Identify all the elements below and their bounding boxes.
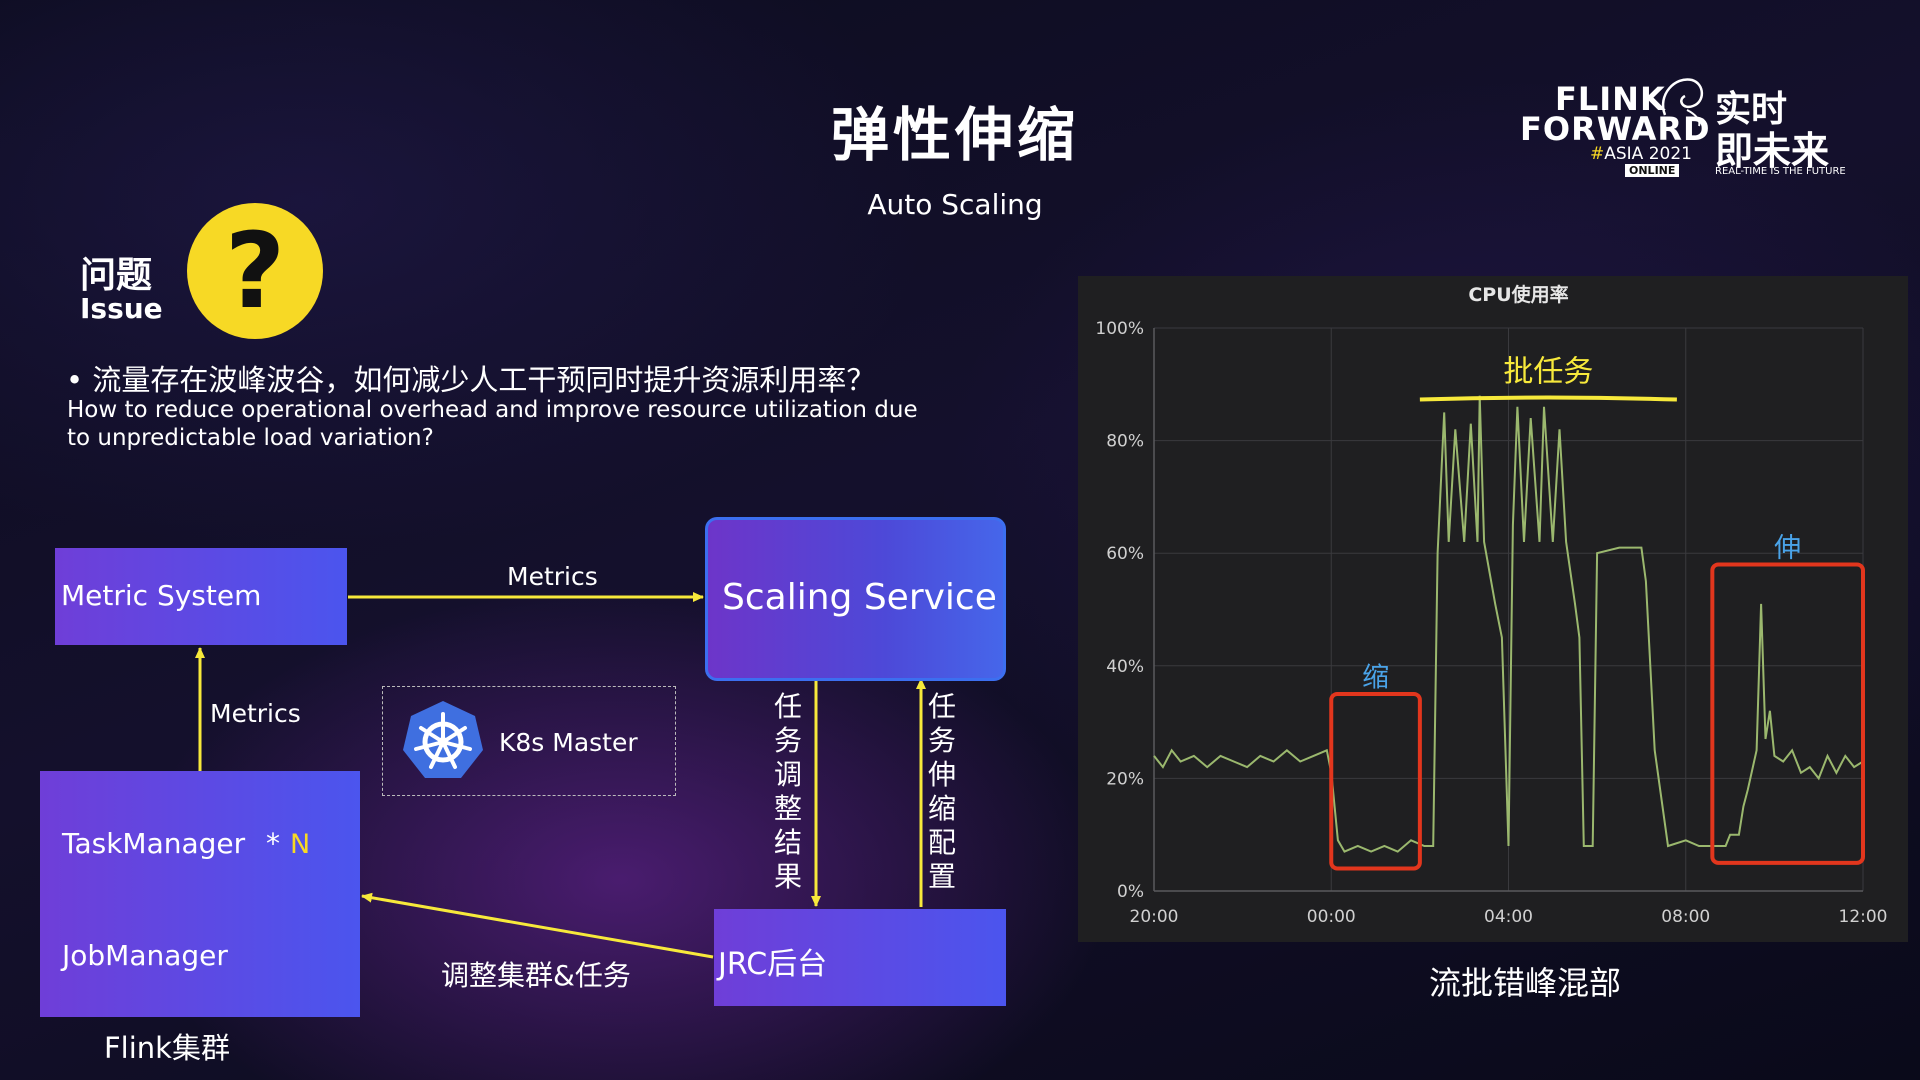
x-tick-label: 20:00 (1130, 907, 1179, 927)
jrc-node: JRC后台 (714, 909, 1006, 1006)
page-subtitle: Auto Scaling (867, 188, 1043, 221)
y-tick-label: 0% (1117, 882, 1144, 902)
flink-forward-logo: FLINK FORWARD #ASIA 2021 ONLINE 实时 即未来 R… (1515, 78, 1895, 188)
logo-tagline: REAL-TIME IS THE FUTURE (1715, 166, 1846, 177)
cpu-series-line (1153, 395, 1864, 853)
scaling-service-label: Scaling Service (722, 577, 997, 618)
edge-label-metrics-top: Metrics (507, 562, 598, 591)
x-tick-label: 08:00 (1661, 907, 1710, 927)
logo-flink-text: FLINK (1555, 80, 1666, 118)
scaling-service-node: Scaling Service (705, 517, 1006, 681)
chart-caption: 流批错峰混部 (1428, 964, 1621, 1002)
k8s-master-node: K8s Master (382, 686, 676, 796)
annotation-scale-down: 缩 (1362, 663, 1389, 694)
x-tick-label: 04:00 (1484, 907, 1533, 927)
issue-question-en: How to reduce operational overhead and i… (67, 397, 918, 451)
issue-label-cn: 问题 (80, 255, 153, 296)
multiplier-n: N (290, 829, 311, 860)
squirrel-icon (1661, 78, 1704, 127)
edge-label-adjust: 调整集群&任务 (441, 959, 631, 992)
logo-event-text: #ASIA 2021 (1590, 144, 1692, 164)
scale-down-highlight (1329, 691, 1422, 871)
issue-label-en: Issue (80, 292, 163, 325)
batch-underline (1419, 395, 1677, 402)
logo-forward-text: FORWARD (1520, 110, 1711, 148)
diagram-arrows (195, 592, 926, 959)
arrow-jrc-to-flink (361, 892, 714, 959)
chart-title: CPU使用率 (1468, 283, 1568, 306)
job-manager-label: JobManager (62, 939, 228, 972)
edge-label-metrics-left: Metrics (210, 699, 301, 728)
y-tick-label: 80% (1106, 432, 1144, 452)
x-tick-label: 12:00 (1839, 907, 1888, 927)
logo-cn-line2: 即未来 (1715, 129, 1830, 173)
k8s-master-label: K8s Master (499, 728, 638, 757)
logo-cn-line1: 实时 (1715, 89, 1788, 130)
task-manager-label: TaskManager (62, 827, 246, 860)
edge-label-scaling-config: 任务伸缩配置 (927, 690, 956, 893)
y-tick-label: 60% (1106, 544, 1144, 564)
logo-hash: # (1590, 144, 1605, 164)
annotation-scale-up: 伸 (1774, 533, 1801, 564)
metric-system-label: Metric System (61, 579, 262, 612)
kubernetes-icon (403, 701, 483, 778)
y-tick-label: 100% (1095, 319, 1144, 339)
issue-question-cn: • 流量存在波峰波谷，如何减少人工干预同时提升资源利用率？ (66, 363, 876, 397)
question-mark-icon: ? (187, 203, 323, 339)
logo-online-badge: ONLINE (1625, 164, 1680, 177)
y-tick-label: 20% (1106, 769, 1144, 789)
cpu-chart: CPU使用率 0% 20% 40% 60% 80% 100% 20:00 00:00 04:00 0… (1095, 283, 1888, 927)
scale-up-highlight (1710, 562, 1866, 865)
logo-event: ASIA 2021 (1604, 144, 1692, 164)
multiplier-star: * (266, 827, 280, 860)
x-tick-label: 00:00 (1307, 907, 1356, 927)
metric-system-node: Metric System (55, 548, 347, 645)
page-title: 弹性伸缩 (830, 101, 1079, 169)
cpu-chart-panel: CPU使用率 0% 20% 40% 60% 80% 100% 20:00 00:00 04:00 0… (1078, 276, 1908, 942)
jrc-label: JRC后台 (718, 947, 828, 982)
flink-cluster-label: Flink集群 (104, 1031, 230, 1065)
edge-label-task-result: 任务调整结果 (773, 690, 802, 893)
flink-cluster-node: TaskManager * N JobManager (40, 771, 360, 1017)
y-tick-label: 40% (1106, 657, 1144, 677)
annotation-batch: 批任务 (1503, 355, 1593, 390)
